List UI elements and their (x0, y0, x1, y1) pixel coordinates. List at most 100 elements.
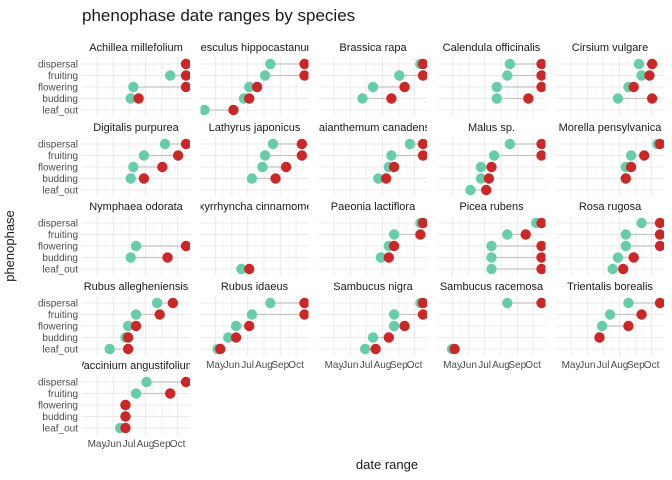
start-point (259, 70, 271, 81)
end-point (122, 332, 134, 343)
start-point (486, 263, 497, 275)
start-point (636, 217, 647, 229)
x-axis-title: date range (356, 457, 418, 472)
x-tick-label: Aug (492, 360, 510, 371)
x-tick-label: May (206, 360, 225, 371)
end-point (215, 343, 226, 355)
y-tick-label: fruiting (48, 230, 78, 241)
facet-strip-label: Nymphaea odorata (89, 201, 183, 213)
facet-strip-label: Calendula officinalis (443, 42, 541, 54)
y-tick-label: flowering (38, 83, 78, 94)
end-point (536, 81, 546, 93)
x-tick-label: Jun (342, 360, 358, 371)
start-point (388, 229, 400, 240)
species-panel: Vaccinium angustifolium leaf_outbuddingfl… (38, 360, 190, 450)
y-tick-label: leaf_out (42, 424, 78, 435)
end-point (154, 309, 165, 320)
species-panel: Achillea millefolium leaf_outbuddingflowe… (38, 42, 190, 117)
dumbbell-marks (491, 58, 546, 104)
start-point (257, 161, 268, 173)
species-panel: Aesculus hippocastanum (193, 42, 315, 117)
start-point (504, 58, 516, 70)
y-tick-label: dispersal (38, 140, 78, 151)
species-panel: Rosa rugosa (556, 201, 664, 276)
start-point (623, 297, 634, 309)
end-point (449, 343, 460, 355)
start-point (200, 104, 210, 116)
species-panel: Cirsium vulgare (556, 42, 664, 117)
species-panel: Calendula officinalis (437, 42, 546, 117)
end-point (244, 320, 255, 332)
end-point (644, 70, 655, 81)
end-point (620, 173, 631, 184)
dumbbell-marks (375, 217, 427, 263)
dumbbell-marks (357, 58, 427, 104)
end-point (417, 58, 427, 70)
start-point (465, 184, 476, 196)
end-point (520, 229, 531, 240)
start-point (141, 376, 152, 388)
end-point (483, 173, 495, 184)
dumbbell-marks (465, 138, 546, 196)
x-tick-label: May (88, 439, 107, 450)
facet-strip-label: Cirsium vulgare (572, 42, 648, 54)
end-point (228, 104, 239, 116)
x-tick-label: Aug (611, 360, 629, 371)
start-point (259, 150, 271, 161)
facet-strip-label: Picea rubens (459, 201, 524, 213)
start-point (491, 81, 502, 93)
end-point (536, 240, 546, 252)
start-point (612, 93, 624, 104)
end-point (296, 138, 308, 150)
y-tick-label: leaf_out (42, 265, 78, 276)
end-point (594, 332, 605, 343)
facet-strip-label: Morella pensylvanica (559, 122, 663, 134)
start-point (165, 70, 176, 81)
end-point (180, 81, 190, 93)
start-point (130, 388, 142, 399)
end-point (654, 240, 664, 252)
end-point (536, 263, 546, 275)
end-point (654, 217, 664, 229)
start-point (604, 309, 616, 320)
start-point (130, 240, 142, 252)
start-point (367, 332, 379, 343)
start-point (359, 343, 371, 355)
x-tick-label: May (325, 360, 344, 371)
end-point (133, 93, 144, 104)
end-point (299, 58, 309, 70)
dumbbell-marks (200, 58, 309, 116)
start-point (620, 240, 631, 252)
dumbbell-marks (125, 240, 190, 263)
dumbbell-marks (115, 376, 190, 434)
end-point (370, 343, 381, 355)
species-panel: Rubus allegheniensis leaf_outbuddingflowe… (38, 281, 190, 356)
facet-strip-label: Lathyrus japonicus (209, 122, 301, 134)
end-point (172, 150, 184, 161)
end-point (481, 184, 492, 196)
end-point (244, 263, 255, 275)
end-point (417, 138, 427, 150)
end-point (122, 343, 134, 355)
facet-strip-label: Digitalis purpurea (93, 122, 179, 134)
end-point (654, 138, 664, 150)
end-point (417, 297, 427, 309)
start-point (244, 81, 255, 93)
start-point (491, 93, 502, 104)
end-point (270, 173, 281, 184)
start-point (620, 229, 631, 240)
dumbbell-marks (446, 297, 546, 355)
x-tick-label: Aug (374, 360, 392, 371)
start-point (122, 320, 134, 332)
facet-strip-label: Aesculus hippocastanum (193, 42, 315, 54)
end-point (536, 297, 546, 309)
end-point (180, 58, 190, 70)
start-point (388, 309, 400, 320)
start-point (373, 173, 384, 184)
end-point (244, 93, 255, 104)
x-tick-label: May (443, 360, 462, 371)
start-point (475, 161, 487, 173)
dumbbell-marks (125, 138, 190, 184)
x-tick-label: Aug (255, 360, 273, 371)
